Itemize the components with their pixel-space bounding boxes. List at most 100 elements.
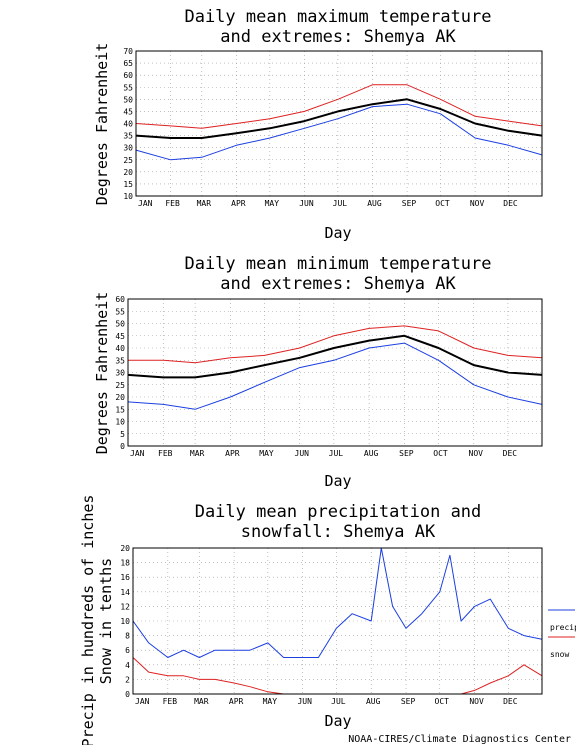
y-tick-label: 8 <box>125 632 130 641</box>
x-month-label: MAR <box>190 449 205 458</box>
chart1-title-line2: and extremes: Shemya AK <box>220 27 456 47</box>
x-month-label: JUN <box>295 449 310 458</box>
y-tick-label: 55 <box>115 307 125 316</box>
y-tick-label: 70 <box>123 47 133 56</box>
legend-precip-label: precip <box>550 623 576 632</box>
y-tick-label: 25 <box>115 381 125 390</box>
x-month-label: MAY <box>265 199 280 208</box>
chart1-xlabel: Day <box>324 224 351 242</box>
y-tick-label: 55 <box>123 83 133 92</box>
x-month-label: APR <box>229 697 244 706</box>
chart2-mean-line <box>127 334 543 379</box>
chart3-title-line1: Daily mean precipitation and <box>195 502 482 522</box>
max-temp-chart: Daily mean maximum temperature and extre… <box>93 7 543 242</box>
x-month-label: OCT <box>433 449 448 458</box>
chart1-plot: 10 15 20 25 30 35 40 45 50 55 60 65 70 JAN FEB MAR APR MA… <box>123 47 543 208</box>
y-tick-label: 40 <box>123 120 133 129</box>
y-tick-label: 50 <box>115 320 125 329</box>
x-month-label: SEP <box>399 449 414 458</box>
x-month-label: NOV <box>469 697 484 706</box>
y-tick-label: 45 <box>115 332 125 341</box>
x-month-label: JUN <box>299 199 314 208</box>
y-tick-label: 10 <box>123 192 133 201</box>
x-month-label: DEC <box>503 199 518 208</box>
y-tick-label: 40 <box>115 344 125 353</box>
y-tick-label: 65 <box>123 59 133 68</box>
x-month-label: JAN <box>138 199 153 208</box>
chart2-ylabel: Degrees Fahrenheit <box>93 292 111 455</box>
chart3-ylabel-line1: Precip in hundreds of inches <box>79 495 97 745</box>
x-month-label: FEB <box>163 697 178 706</box>
x-month-label: JAN <box>135 697 150 706</box>
chart3-precip-line <box>132 547 543 658</box>
chart2-plot: 0 5 10 15 20 25 30 35 40 45 50 55 60 JAN FEB MAR APR MAY J… <box>115 295 543 458</box>
x-month-label: OCT <box>435 697 450 706</box>
y-tick-label: 12 <box>120 602 130 611</box>
precip-chart: Daily mean precipitation and snowfall: S… <box>79 495 576 748</box>
y-tick-label: 15 <box>115 405 125 414</box>
x-month-label: MAR <box>197 199 212 208</box>
chart2-xlabel: Day <box>324 472 351 490</box>
chart1-ylabel: Degrees Fahrenheit <box>93 43 111 206</box>
x-month-label: JUL <box>329 449 344 458</box>
y-tick-label: 15 <box>123 180 133 189</box>
x-month-label: AUG <box>367 199 382 208</box>
chart2-high-extreme-line <box>128 325 543 364</box>
y-tick-label: 0 <box>125 690 130 699</box>
y-tick-label: 30 <box>115 369 125 378</box>
y-tick-label: 2 <box>125 675 130 684</box>
x-month-label: JAN <box>130 449 145 458</box>
min-temp-chart: Daily mean minimum temperature and extre… <box>93 254 543 490</box>
chart3-plot: 0 2 4 6 8 10 12 14 16 18 20 JAN FEB MAR APR MAY JUN JUL AU… <box>120 544 543 706</box>
y-tick-label: 30 <box>123 144 133 153</box>
chart2-low-extreme-line <box>127 342 543 410</box>
credit-text: NOAA-CIRES/Climate Diagnostics Center <box>348 734 571 745</box>
y-tick-label: 0 <box>120 442 125 451</box>
chart2-title-line1: Daily mean minimum temperature <box>184 254 491 274</box>
x-month-label: JUN <box>297 697 312 706</box>
x-month-label: MAY <box>259 449 274 458</box>
x-month-label: MAR <box>194 697 209 706</box>
x-month-label: APR <box>231 199 246 208</box>
y-tick-label: 35 <box>123 132 133 141</box>
x-month-label: SEP <box>402 199 417 208</box>
chart3-snow-line <box>132 657 543 695</box>
y-tick-label: 20 <box>120 544 130 553</box>
y-tick-label: 60 <box>115 295 125 304</box>
chart3-title-line2: snowfall: Shemya AK <box>241 522 436 542</box>
x-month-label: DEC <box>503 697 518 706</box>
chart1-title-line1: Daily mean maximum temperature <box>184 7 491 27</box>
chart2-title-line2: and extremes: Shemya AK <box>220 274 456 294</box>
plot-frame <box>135 50 543 197</box>
y-tick-label: 14 <box>120 588 130 597</box>
chart1-low-extreme-line <box>135 103 543 161</box>
chart1-high-extreme-line <box>135 84 543 129</box>
x-month-label: SEP <box>401 697 416 706</box>
plot-frame <box>132 547 543 695</box>
y-tick-label: 16 <box>120 573 130 582</box>
y-tick-label: 5 <box>120 430 125 439</box>
x-month-label: NOV <box>470 199 485 208</box>
x-month-label: AUG <box>366 697 381 706</box>
y-tick-label: 25 <box>123 156 133 165</box>
y-tick-label: 20 <box>123 168 133 177</box>
chart3-ylabel-line2: Snow in tenths <box>97 558 115 684</box>
x-month-label: DEC <box>503 449 518 458</box>
y-tick-label: 18 <box>120 559 130 568</box>
x-month-label: JUL <box>331 697 346 706</box>
x-month-label: AUG <box>364 449 379 458</box>
x-month-label: NOV <box>469 449 484 458</box>
chart1-mean-line <box>135 98 543 139</box>
x-month-label: MAY <box>263 697 278 706</box>
y-tick-label: 10 <box>120 617 130 626</box>
legend: precip snow <box>548 609 576 659</box>
y-tick-label: 20 <box>115 393 125 402</box>
x-month-label: JUL <box>333 199 348 208</box>
y-tick-label: 6 <box>125 646 130 655</box>
x-month-label: OCT <box>435 199 450 208</box>
x-month-label: FEB <box>165 199 180 208</box>
y-tick-label: 50 <box>123 95 133 104</box>
y-tick-label: 10 <box>115 418 125 427</box>
y-tick-label: 4 <box>125 661 130 670</box>
